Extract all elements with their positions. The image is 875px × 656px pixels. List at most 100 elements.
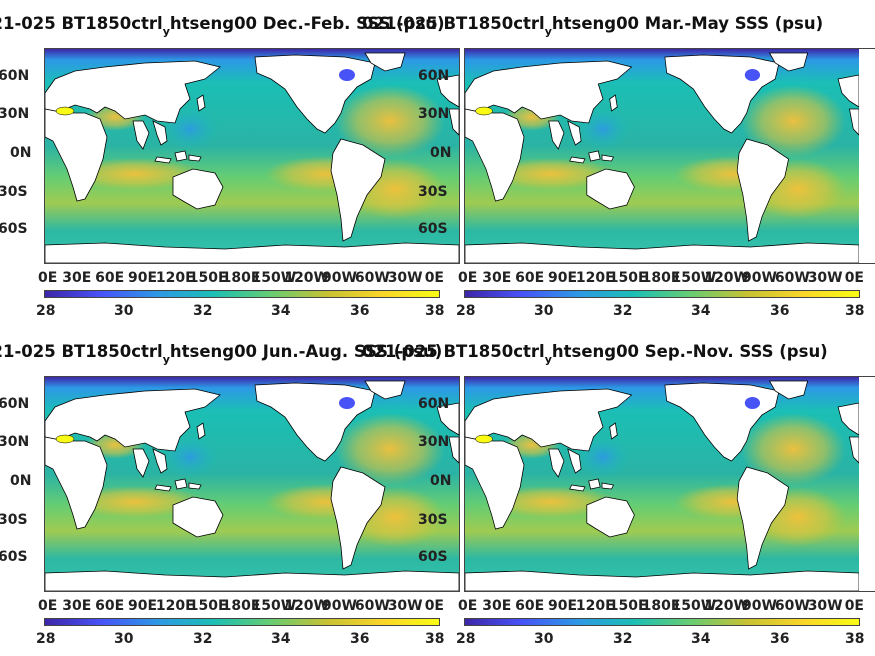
panel-dec-feb: 021-025 BT1850ctrlyhtseng00 Dec.-Feb. SS… bbox=[0, 0, 460, 330]
colorbar-tick: 34 bbox=[691, 303, 711, 319]
lat-label: 60S bbox=[418, 549, 448, 565]
lon-label: 120W bbox=[284, 598, 329, 614]
lat-label: 30N bbox=[0, 106, 30, 122]
lon-label: 90W bbox=[322, 598, 357, 614]
sss-map bbox=[44, 48, 460, 264]
panel-title: 021-025 BT1850ctrlyhtseng00 Jun.-Aug. SS… bbox=[0, 342, 443, 366]
colorbar-tick: 30 bbox=[534, 631, 554, 647]
lon-label: 180E bbox=[641, 270, 681, 286]
lat-label: 60N bbox=[0, 68, 30, 84]
lon-label: 30W bbox=[387, 270, 423, 286]
lon-label: 30W bbox=[807, 270, 843, 286]
colorbar-tick: 32 bbox=[613, 303, 633, 319]
colorbar-tick: 34 bbox=[271, 631, 291, 647]
lat-label: 60N bbox=[418, 396, 450, 412]
map-svg bbox=[465, 377, 859, 591]
lon-label: 120E bbox=[155, 598, 195, 614]
lon-label: 60W bbox=[354, 598, 390, 614]
lon-label: 30E bbox=[482, 598, 512, 614]
lon-label: 180E bbox=[221, 598, 261, 614]
lon-label: 150W bbox=[671, 598, 717, 614]
colorbar-tick: 32 bbox=[613, 631, 633, 647]
lon-label: 90E bbox=[127, 598, 158, 614]
panel-title: 021-025 BT1850ctrlyhtseng00 Dec.-Feb. SS… bbox=[0, 14, 445, 38]
lat-label: 0N bbox=[10, 473, 32, 489]
colorbar-tick: 36 bbox=[770, 303, 790, 319]
panel-title: 021-025 BT1850ctrlyhtseng00 Sep.-Nov. SS… bbox=[362, 342, 828, 366]
lon-label: 0E bbox=[38, 270, 58, 286]
lat-label: 0N bbox=[430, 473, 452, 489]
lon-label: 0E bbox=[38, 598, 58, 614]
lon-label: 30W bbox=[807, 598, 843, 614]
lon-label: 60W bbox=[774, 598, 810, 614]
lon-label: 0E bbox=[844, 270, 864, 286]
lat-label: 60N bbox=[0, 396, 30, 412]
lat-label: 30S bbox=[418, 512, 448, 528]
lon-label: 60W bbox=[774, 270, 810, 286]
lon-label: 180E bbox=[221, 270, 261, 286]
colorbar bbox=[464, 290, 860, 298]
lon-label: 120E bbox=[575, 598, 615, 614]
colorbar-tick: 30 bbox=[114, 303, 134, 319]
lon-label: 30E bbox=[62, 270, 92, 286]
lon-label: 120W bbox=[704, 598, 749, 614]
lat-label: 60N bbox=[418, 68, 450, 84]
lon-label: 150E bbox=[188, 270, 228, 286]
panel-title: 021-025 BT1850ctrlyhtseng00 Mar.-May SSS… bbox=[362, 14, 824, 38]
lon-label: 30W bbox=[387, 598, 423, 614]
lat-label: 30S bbox=[0, 184, 28, 200]
colorbar-tick: 32 bbox=[193, 303, 213, 319]
lon-label: 90E bbox=[547, 598, 578, 614]
lon-label: 120E bbox=[155, 270, 195, 286]
lat-label: 30S bbox=[0, 512, 28, 528]
lon-label: 60E bbox=[515, 598, 545, 614]
lon-label: 90W bbox=[742, 598, 777, 614]
sss-map bbox=[44, 376, 460, 592]
lat-label: 30N bbox=[418, 434, 450, 450]
colorbar-tick: 28 bbox=[36, 303, 56, 319]
lat-label: 60S bbox=[418, 221, 448, 237]
lon-label: 0E bbox=[844, 598, 864, 614]
lat-label: 60S bbox=[0, 221, 28, 237]
lon-label: 150W bbox=[251, 270, 297, 286]
lon-label: 150W bbox=[671, 270, 717, 286]
lon-label: 180E bbox=[641, 598, 681, 614]
lon-label: 0E bbox=[458, 270, 478, 286]
lat-label: 30S bbox=[418, 184, 448, 200]
lon-label: 30E bbox=[482, 270, 512, 286]
lat-label: 0N bbox=[10, 145, 32, 161]
colorbar-tick: 28 bbox=[456, 303, 476, 319]
sss-map bbox=[464, 48, 875, 264]
lon-label: 120W bbox=[284, 270, 329, 286]
lon-label: 0E bbox=[458, 598, 478, 614]
map-svg bbox=[465, 49, 859, 263]
lon-label: 150E bbox=[188, 598, 228, 614]
lon-label: 60E bbox=[95, 270, 125, 286]
lon-label: 60W bbox=[354, 270, 390, 286]
map-svg bbox=[45, 377, 459, 591]
lon-label: 90E bbox=[127, 270, 158, 286]
lat-label: 0N bbox=[430, 145, 452, 161]
colorbar-tick: 38 bbox=[845, 631, 865, 647]
lon-label: 150W bbox=[251, 598, 297, 614]
lon-label: 150E bbox=[608, 270, 648, 286]
panel-jun-aug: 021-025 BT1850ctrlyhtseng00 Jun.-Aug. SS… bbox=[0, 328, 460, 656]
colorbar-tick: 34 bbox=[271, 303, 291, 319]
lon-label: 90E bbox=[547, 270, 578, 286]
colorbar-tick: 28 bbox=[36, 631, 56, 647]
colorbar bbox=[44, 618, 440, 626]
lon-label: 90W bbox=[742, 270, 777, 286]
lon-label: 30E bbox=[62, 598, 92, 614]
colorbar-tick: 38 bbox=[425, 303, 445, 319]
lon-label: 120E bbox=[575, 270, 615, 286]
lon-label: 90W bbox=[322, 270, 357, 286]
panel-sep-nov: 021-025 BT1850ctrlyhtseng00 Sep.-Nov. SS… bbox=[362, 328, 875, 656]
lat-label: 60S bbox=[0, 549, 28, 565]
colorbar-tick: 36 bbox=[350, 303, 370, 319]
colorbar bbox=[464, 618, 860, 626]
colorbar-tick: 34 bbox=[691, 631, 711, 647]
colorbar-tick: 38 bbox=[425, 631, 445, 647]
colorbar-tick: 30 bbox=[534, 303, 554, 319]
colorbar-tick: 38 bbox=[845, 303, 865, 319]
